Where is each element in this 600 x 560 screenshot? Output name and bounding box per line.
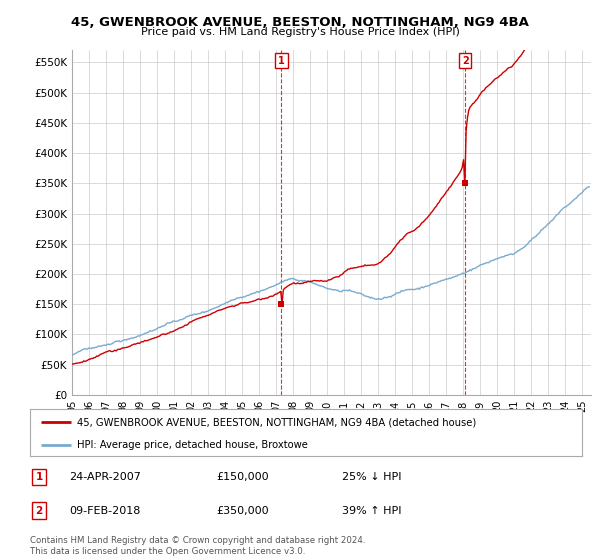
Text: 25% ↓ HPI: 25% ↓ HPI xyxy=(342,472,401,482)
Text: 2: 2 xyxy=(462,55,469,66)
Text: 45, GWENBROOK AVENUE, BEESTON, NOTTINGHAM, NG9 4BA (detached house): 45, GWENBROOK AVENUE, BEESTON, NOTTINGHA… xyxy=(77,417,476,427)
Text: Contains HM Land Registry data © Crown copyright and database right 2024.: Contains HM Land Registry data © Crown c… xyxy=(30,536,365,545)
Text: 2: 2 xyxy=(35,506,43,516)
Text: 24-APR-2007: 24-APR-2007 xyxy=(69,472,141,482)
Text: 39% ↑ HPI: 39% ↑ HPI xyxy=(342,506,401,516)
Text: £350,000: £350,000 xyxy=(216,506,269,516)
Text: 45, GWENBROOK AVENUE, BEESTON, NOTTINGHAM, NG9 4BA: 45, GWENBROOK AVENUE, BEESTON, NOTTINGHA… xyxy=(71,16,529,29)
Text: 1: 1 xyxy=(35,472,43,482)
Text: 1: 1 xyxy=(278,55,285,66)
Text: Price paid vs. HM Land Registry's House Price Index (HPI): Price paid vs. HM Land Registry's House … xyxy=(140,27,460,37)
Text: 09-FEB-2018: 09-FEB-2018 xyxy=(69,506,140,516)
Text: £150,000: £150,000 xyxy=(216,472,269,482)
Text: This data is licensed under the Open Government Licence v3.0.: This data is licensed under the Open Gov… xyxy=(30,547,305,556)
Text: HPI: Average price, detached house, Broxtowe: HPI: Average price, detached house, Brox… xyxy=(77,440,308,450)
